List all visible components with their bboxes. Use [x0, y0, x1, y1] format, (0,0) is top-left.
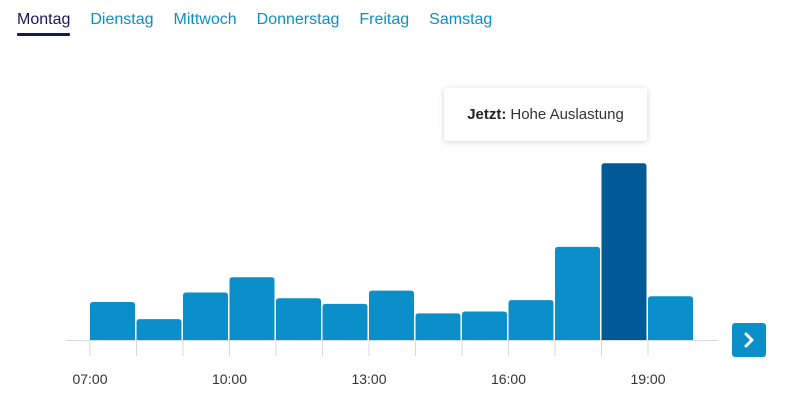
chart-bar[interactable]: [369, 290, 414, 340]
x-tick-label: 19:00: [630, 371, 665, 387]
tab-samstag[interactable]: Samstag: [429, 11, 493, 28]
current-load-tooltip: Jetzt: Hohe Auslastung: [444, 88, 647, 141]
chart-bar[interactable]: [648, 296, 693, 340]
chart-bar[interactable]: [136, 319, 182, 340]
tab-donnerstag[interactable]: Donnerstag: [256, 11, 340, 28]
chart-bar[interactable]: [183, 292, 228, 341]
tab-montag[interactable]: Montag: [17, 0, 71, 38]
chart-bar[interactable]: [462, 311, 507, 341]
chart-bar[interactable]: [508, 300, 554, 340]
tooltip-text: Hohe Auslastung: [510, 106, 624, 123]
chart-bar[interactable]: [229, 277, 275, 340]
tab-mittwoch[interactable]: Mittwoch: [173, 11, 237, 28]
x-tick-label: 16:00: [491, 371, 526, 387]
chart-bar[interactable]: [555, 246, 600, 340]
chart-bar-current[interactable]: [601, 163, 647, 340]
chart-bar[interactable]: [276, 298, 321, 340]
x-tick-label: 10:00: [212, 371, 247, 387]
x-tick-label: 13:00: [351, 371, 386, 387]
chart-bar[interactable]: [322, 303, 368, 340]
chevron-right-icon: [744, 332, 754, 348]
tab-freitag[interactable]: Freitag: [359, 11, 410, 28]
tooltip-label: Jetzt:: [467, 106, 507, 123]
tab-dienstag[interactable]: Dienstag: [90, 11, 154, 28]
next-button[interactable]: [732, 323, 766, 357]
chart-bar[interactable]: [90, 302, 135, 340]
chart-bar[interactable]: [415, 313, 461, 340]
x-tick-label: 07:00: [72, 371, 107, 387]
day-tabs: Montag Dienstag Mittwoch Donnerstag Frei…: [17, 0, 512, 42]
